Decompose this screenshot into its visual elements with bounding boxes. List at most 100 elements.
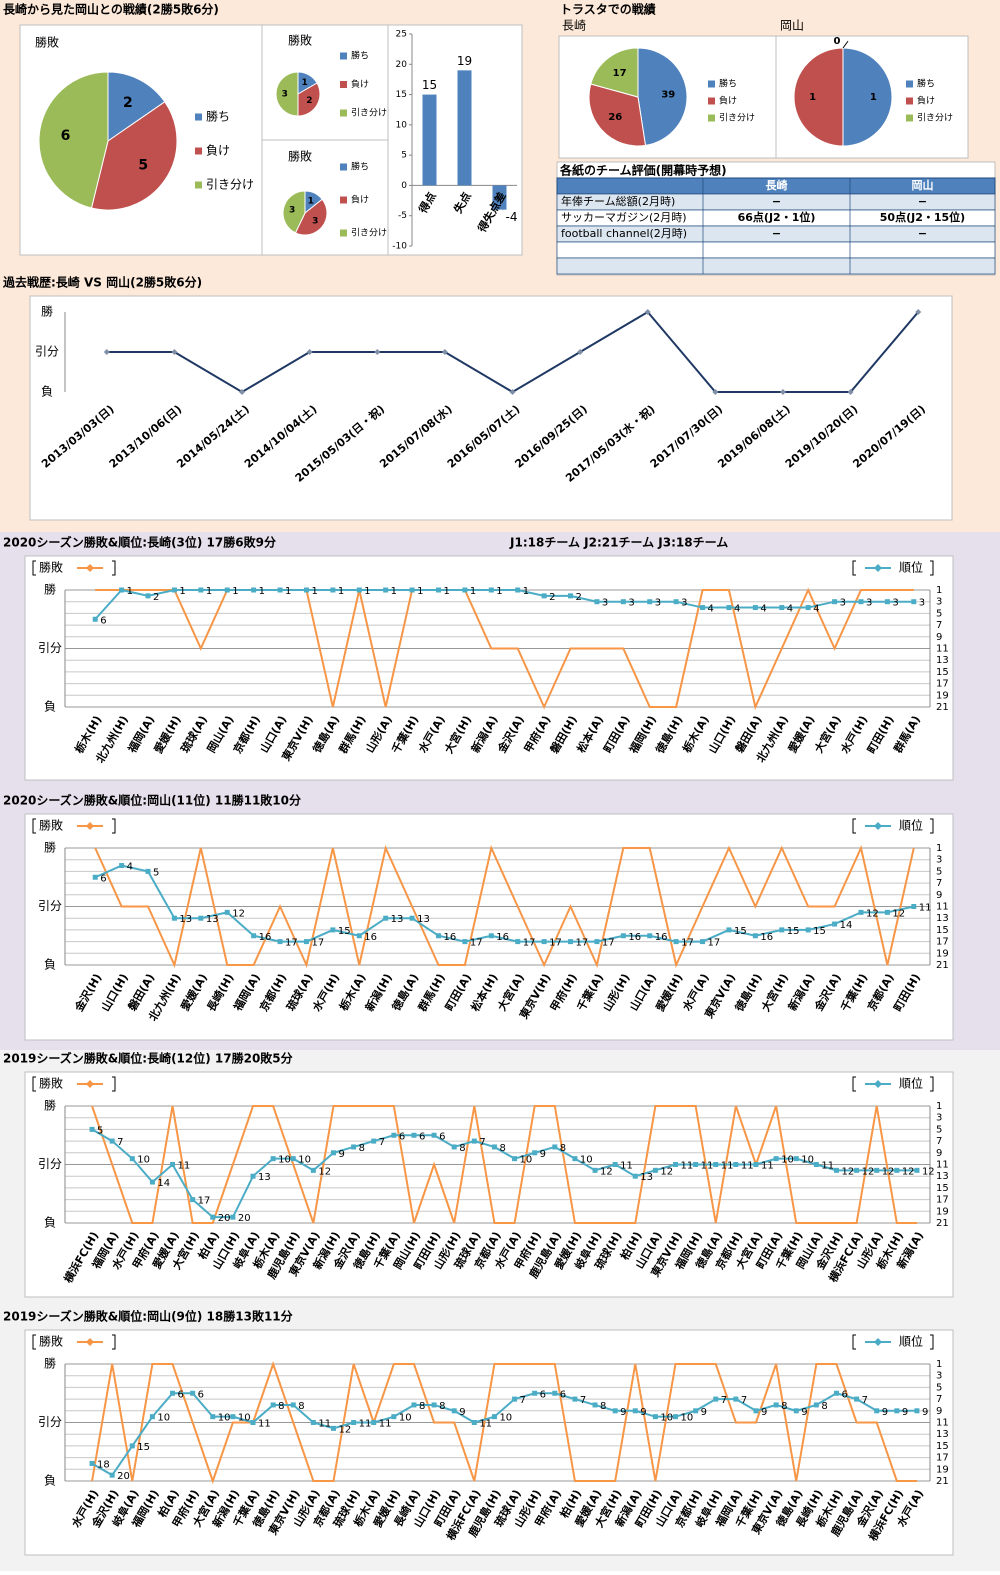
data-label: 14 <box>157 1178 170 1189</box>
y2-tick-label: 15 <box>936 667 949 678</box>
data-label: 10 <box>218 1413 231 1424</box>
legend-label: 順位 <box>899 1076 923 1091</box>
y2-tick-label: 9 <box>936 1148 942 1159</box>
marker <box>915 309 922 315</box>
marker <box>594 599 600 605</box>
data-label: 11 <box>919 903 932 914</box>
legend-label: 負け <box>917 95 935 107</box>
y2-tick-label: 21 <box>936 1476 949 1487</box>
data-label: 10 <box>399 1413 412 1424</box>
marker <box>773 1402 779 1408</box>
pie-slice <box>275 71 299 117</box>
data-label: 17 <box>523 938 536 949</box>
bar <box>492 185 507 210</box>
marker <box>435 587 441 593</box>
marker <box>462 939 468 945</box>
data-label: 1 <box>127 586 133 597</box>
legend-swatch <box>906 97 913 105</box>
data-label: 4 <box>127 862 133 873</box>
legend-bracket <box>32 1334 36 1350</box>
legend-label: 引き分け <box>719 113 755 124</box>
legend-label: 勝ち <box>351 50 369 62</box>
y-tick-label: 20 <box>396 60 408 70</box>
y-tick-label: 10 <box>396 120 408 130</box>
data-label: 16 <box>760 932 773 943</box>
legend-marker <box>874 822 882 830</box>
table-cell: − <box>918 195 927 208</box>
legend-label: 負け <box>719 95 737 107</box>
y2-tick-label: 7 <box>936 1394 942 1405</box>
pie-slice <box>842 47 893 147</box>
data-label: 3 <box>628 598 634 609</box>
data-label: 1 <box>259 586 265 597</box>
marker <box>894 1167 900 1173</box>
marker <box>277 939 283 945</box>
marker <box>145 593 151 599</box>
data-label: 11 <box>359 1419 372 1430</box>
y-tick-label: 0 <box>401 181 407 191</box>
series-line <box>94 864 915 943</box>
data-label: 15 <box>787 926 800 937</box>
data-label: 1 <box>417 586 423 597</box>
marker <box>713 1396 719 1402</box>
data-label: 10 <box>499 1413 512 1424</box>
data-label: 17 <box>613 68 627 79</box>
legend-bracket <box>32 1076 36 1092</box>
data-label: 7 <box>520 1395 526 1406</box>
y2-tick-label: 17 <box>936 937 949 948</box>
data-label: 7 <box>379 1137 385 1148</box>
y-tick-label: 引分 <box>35 345 59 359</box>
marker <box>512 1396 518 1402</box>
data-label: 1 <box>443 586 449 597</box>
data-label: 3 <box>919 598 925 609</box>
y2-tick-label: 19 <box>936 1464 949 1475</box>
marker <box>647 933 653 939</box>
marker <box>351 1420 357 1425</box>
legend-label: 勝敗 <box>39 818 63 833</box>
marker <box>190 1197 196 1203</box>
y2-tick-label: 1 <box>936 1101 942 1112</box>
marker <box>330 927 336 933</box>
marker <box>488 587 494 593</box>
y-tick-label: -10 <box>392 242 407 252</box>
data-label: 12 <box>892 908 905 919</box>
marker <box>541 593 547 599</box>
data-label: 3 <box>289 206 295 216</box>
data-label: 17 <box>576 938 589 949</box>
marker <box>270 1156 276 1162</box>
data-label: 6 <box>540 1389 546 1400</box>
legend-swatch <box>340 196 347 204</box>
y-tick-label: 勝 <box>41 304 53 319</box>
data-label: 8 <box>600 1401 606 1412</box>
y-tick-label: 5 <box>401 151 407 161</box>
data-label: 12 <box>338 1424 351 1435</box>
data-label: 2 <box>306 96 312 106</box>
legend-marker <box>86 1080 94 1088</box>
marker <box>644 309 651 315</box>
marker <box>451 1144 457 1150</box>
marker <box>170 1390 176 1396</box>
marker <box>594 939 600 945</box>
y2-tick-label: 5 <box>936 608 942 619</box>
marker <box>552 1390 558 1396</box>
chart-title: 2020シーズン勝敗&順位:岡山(11位) 11勝11敗10分 <box>3 793 301 808</box>
pie-slice <box>90 101 178 211</box>
marker <box>673 1414 679 1420</box>
marker <box>210 1214 216 1220</box>
marker <box>752 933 758 939</box>
y2-tick-label: 11 <box>936 1160 949 1171</box>
marker <box>171 349 178 355</box>
marker <box>911 599 917 605</box>
legend-bracket <box>852 818 856 834</box>
bar <box>422 94 437 186</box>
marker <box>779 389 786 395</box>
legend-bracket <box>930 818 934 834</box>
y2-tick-label: 19 <box>936 948 949 959</box>
y2-tick-label: 21 <box>936 702 949 713</box>
plot-panel <box>24 555 954 781</box>
marker <box>251 933 257 939</box>
marker <box>805 927 811 933</box>
marker <box>515 939 521 945</box>
data-label: 6 <box>419 1131 425 1142</box>
data-label: 9 <box>640 1407 646 1418</box>
